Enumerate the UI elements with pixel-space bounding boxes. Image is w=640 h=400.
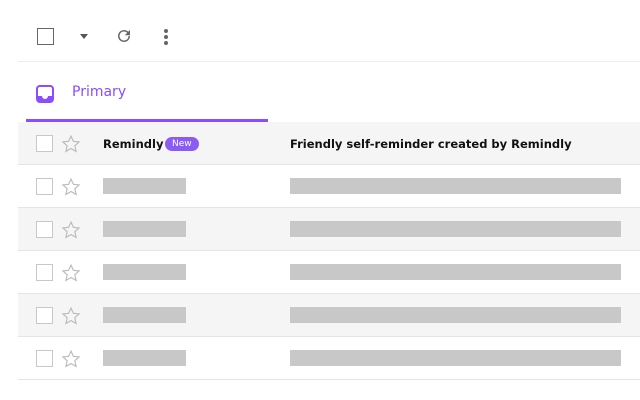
sender-placeholder — [103, 350, 186, 366]
inbox-icon — [36, 85, 54, 103]
sender-placeholder — [103, 264, 186, 280]
more-vert-icon[interactable] — [163, 28, 169, 46]
subject: Friendly self-reminder created by Remind… — [290, 137, 572, 151]
row-checkbox[interactable] — [36, 221, 53, 238]
star-icon[interactable] — [61, 134, 81, 154]
star-icon[interactable] — [61, 349, 81, 369]
row-checkbox[interactable] — [36, 350, 53, 367]
message-list: Remindly New Friendly self-reminder crea… — [18, 122, 640, 380]
placeholder-row[interactable] — [18, 165, 640, 208]
sender: Remindly — [103, 137, 164, 151]
star-icon[interactable] — [61, 306, 81, 326]
subject-placeholder — [290, 178, 621, 194]
subject-placeholder — [290, 221, 621, 237]
row-checkbox[interactable] — [36, 135, 53, 152]
star-icon[interactable] — [61, 263, 81, 283]
subject-placeholder — [290, 350, 621, 366]
sender-placeholder — [103, 221, 186, 237]
tab-bar: Primary — [18, 62, 640, 122]
sender-placeholder — [103, 307, 186, 323]
row-checkbox[interactable] — [36, 264, 53, 281]
new-badge: New — [165, 137, 199, 151]
toolbar — [18, 0, 640, 62]
row-checkbox[interactable] — [36, 178, 53, 195]
placeholder-row[interactable] — [18, 251, 640, 294]
star-icon[interactable] — [61, 177, 81, 197]
chevron-down-icon[interactable] — [80, 34, 88, 39]
tab-label: Primary — [72, 84, 127, 100]
placeholder-row[interactable] — [18, 294, 640, 337]
select-all-checkbox[interactable] — [37, 28, 54, 45]
row-checkbox[interactable] — [36, 307, 53, 324]
message-row[interactable]: Remindly New Friendly self-reminder crea… — [18, 122, 640, 165]
placeholder-row[interactable] — [18, 337, 640, 380]
placeholder-row[interactable] — [18, 208, 640, 251]
star-icon[interactable] — [61, 220, 81, 240]
tab-primary[interactable]: Primary — [26, 62, 268, 122]
subject-placeholder — [290, 264, 621, 280]
subject-placeholder — [290, 307, 621, 323]
sender-placeholder — [103, 178, 186, 194]
refresh-icon[interactable] — [115, 27, 133, 45]
